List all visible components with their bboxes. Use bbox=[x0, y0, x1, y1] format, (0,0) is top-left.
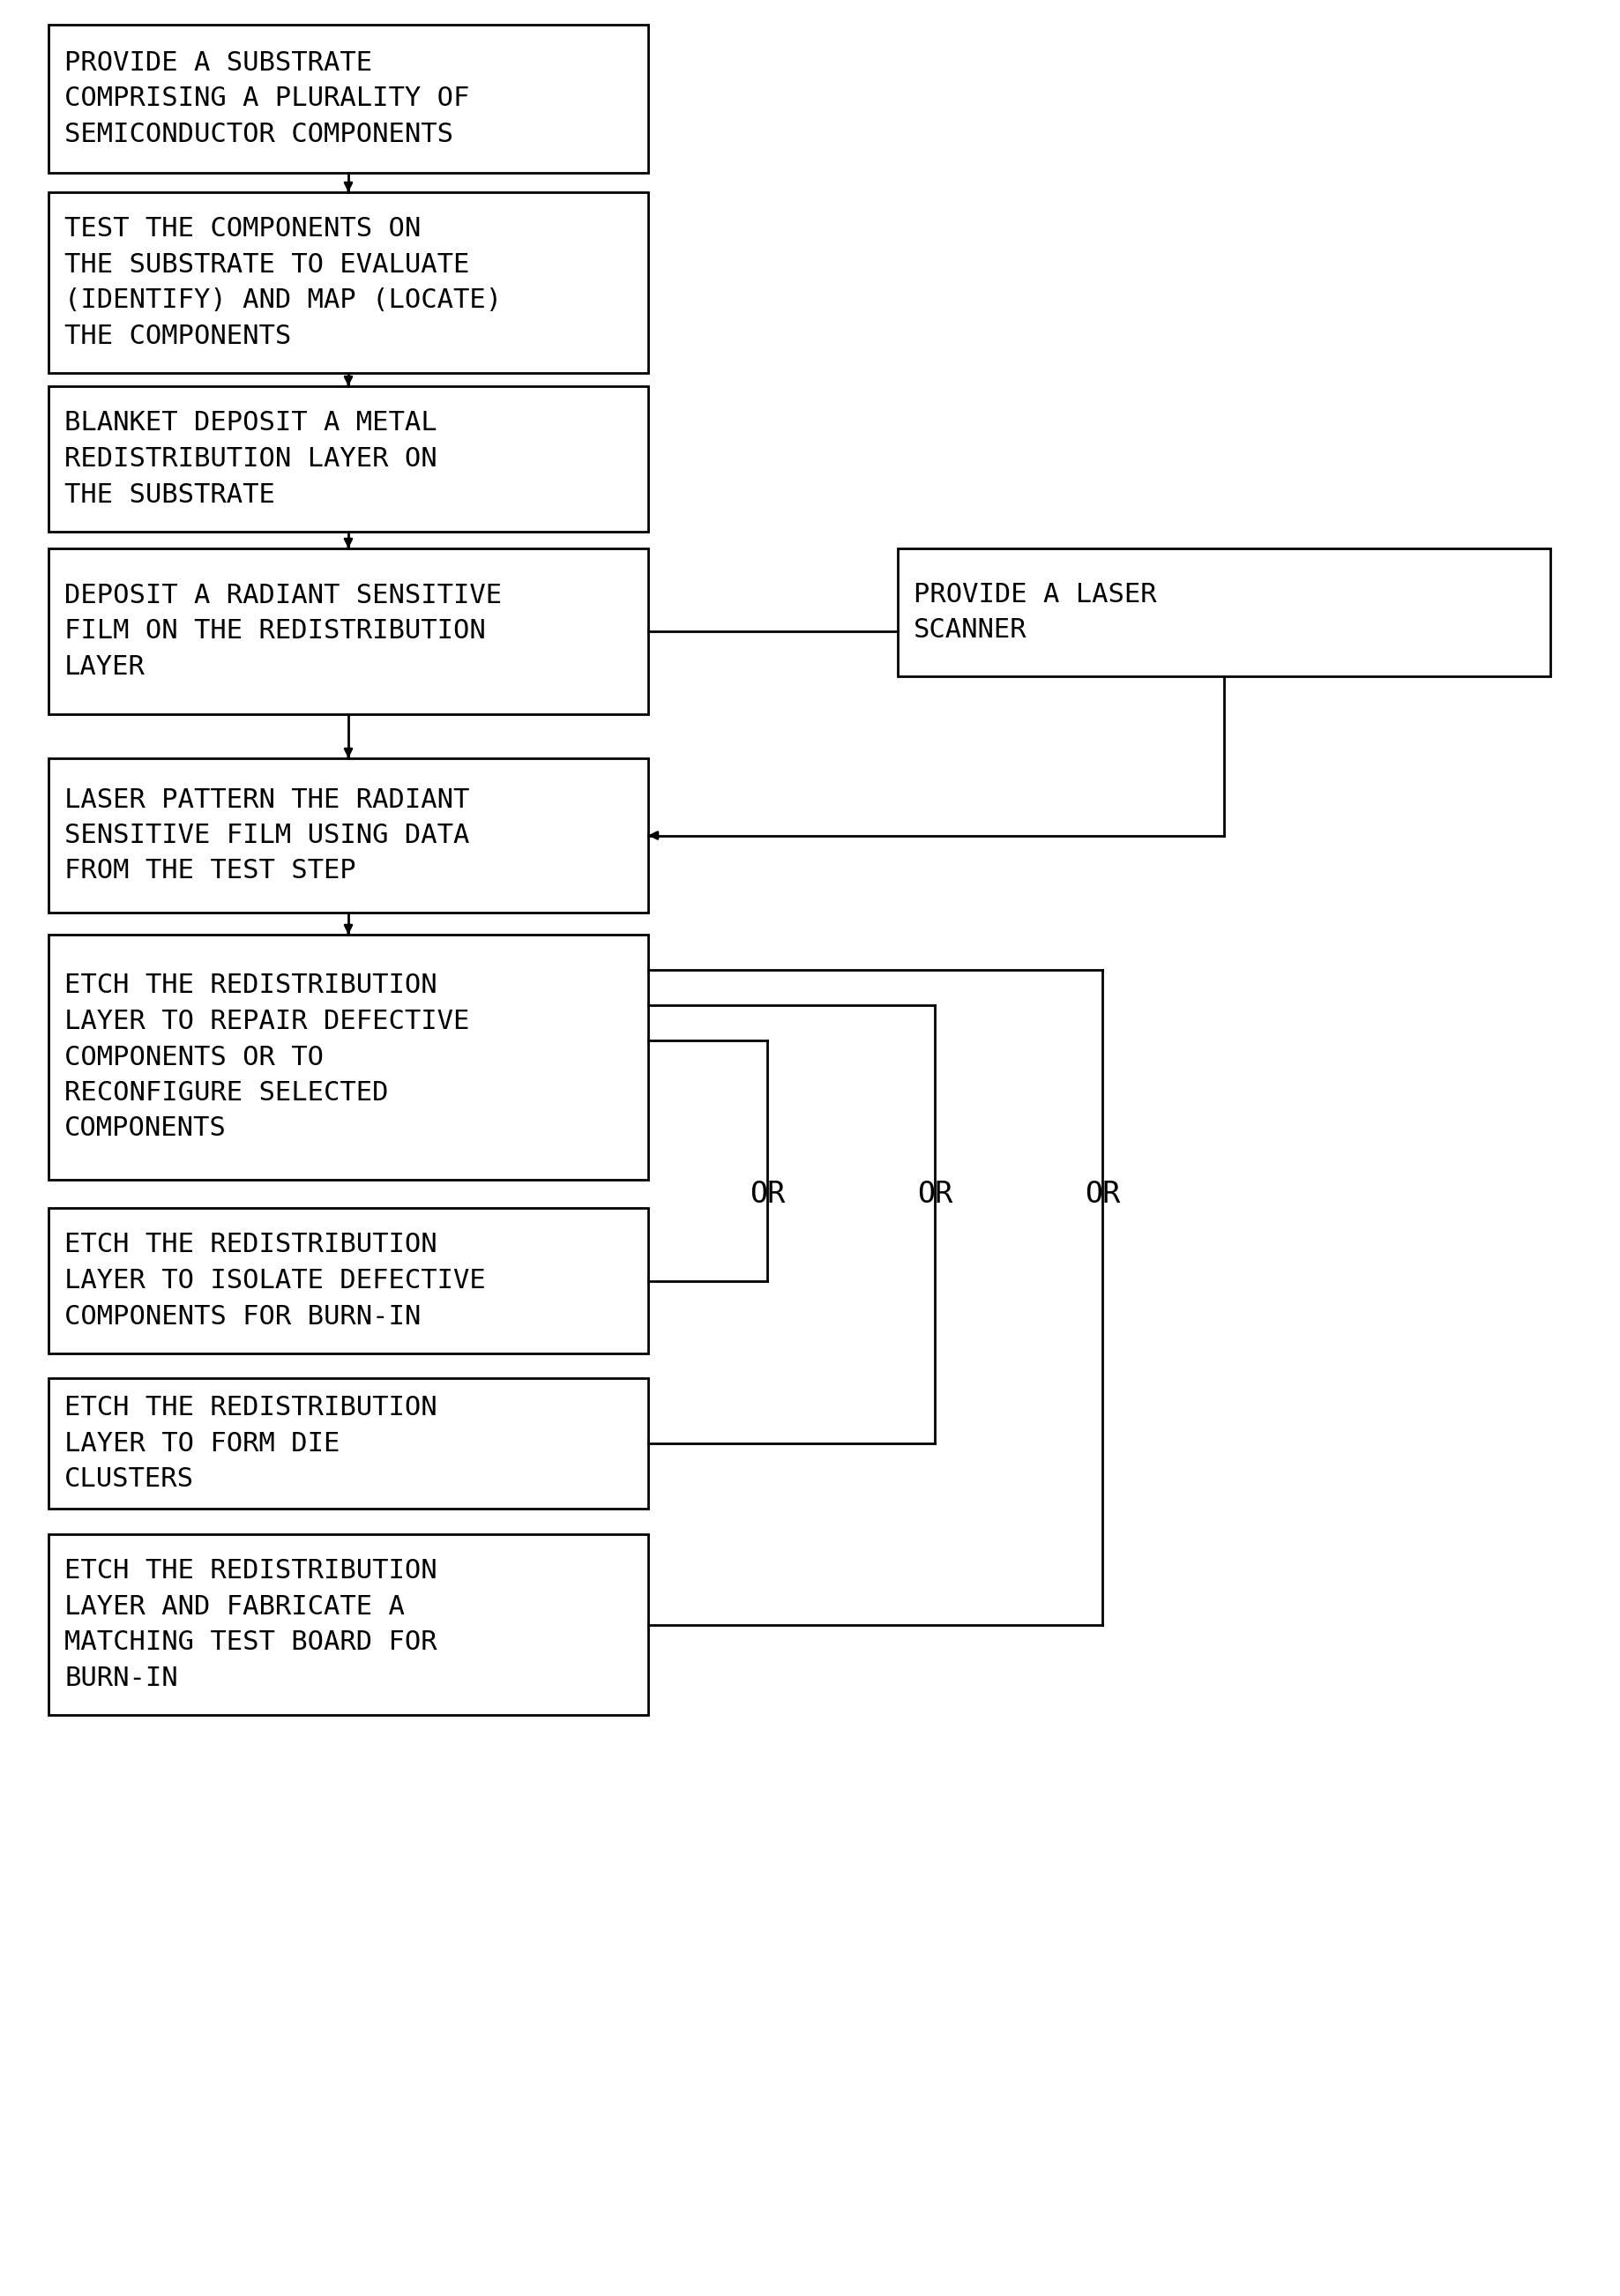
Text: LASER PATTERN THE RADIANT
SENSITIVE FILM USING DATA
FROM THE TEST STEP: LASER PATTERN THE RADIANT SENSITIVE FILM… bbox=[65, 788, 470, 884]
Bar bbox=[49, 934, 648, 1180]
Bar bbox=[49, 758, 648, 912]
Text: PROVIDE A SUBSTRATE
COMPRISING A PLURALITY OF
SEMICONDUCTOR COMPONENTS: PROVIDE A SUBSTRATE COMPRISING A PLURALI… bbox=[65, 51, 470, 147]
Text: DEPOSIT A RADIANT SENSITIVE
FILM ON THE REDISTRIBUTION
LAYER: DEPOSIT A RADIANT SENSITIVE FILM ON THE … bbox=[65, 583, 502, 680]
Bar bbox=[49, 1208, 648, 1352]
Bar bbox=[49, 549, 648, 714]
Bar bbox=[49, 193, 648, 372]
Text: PROVIDE A LASER
SCANNER: PROVIDE A LASER SCANNER bbox=[914, 581, 1157, 643]
Bar bbox=[49, 1378, 648, 1508]
Text: OR: OR bbox=[1085, 1180, 1119, 1208]
Bar bbox=[49, 386, 648, 533]
Bar bbox=[49, 1534, 648, 1715]
Text: ETCH THE REDISTRIBUTION
LAYER TO ISOLATE DEFECTIVE
COMPONENTS FOR BURN-IN: ETCH THE REDISTRIBUTION LAYER TO ISOLATE… bbox=[65, 1233, 486, 1329]
Text: TEST THE COMPONENTS ON
THE SUBSTRATE TO EVALUATE
(IDENTIFY) AND MAP (LOCATE)
THE: TEST THE COMPONENTS ON THE SUBSTRATE TO … bbox=[65, 216, 502, 349]
Text: ETCH THE REDISTRIBUTION
LAYER TO FORM DIE
CLUSTERS: ETCH THE REDISTRIBUTION LAYER TO FORM DI… bbox=[65, 1396, 437, 1492]
Bar bbox=[49, 25, 648, 172]
Text: OR: OR bbox=[917, 1180, 953, 1208]
Text: ETCH THE REDISTRIBUTION
LAYER TO REPAIR DEFECTIVE
COMPONENTS OR TO
RECONFIGURE S: ETCH THE REDISTRIBUTION LAYER TO REPAIR … bbox=[65, 974, 470, 1141]
Text: BLANKET DEPOSIT A METAL
REDISTRIBUTION LAYER ON
THE SUBSTRATE: BLANKET DEPOSIT A METAL REDISTRIBUTION L… bbox=[65, 411, 437, 507]
Text: ETCH THE REDISTRIBUTION
LAYER AND FABRICATE A
MATCHING TEST BOARD FOR
BURN-IN: ETCH THE REDISTRIBUTION LAYER AND FABRIC… bbox=[65, 1559, 437, 1690]
Text: OR: OR bbox=[750, 1180, 786, 1208]
Bar bbox=[897, 549, 1550, 677]
